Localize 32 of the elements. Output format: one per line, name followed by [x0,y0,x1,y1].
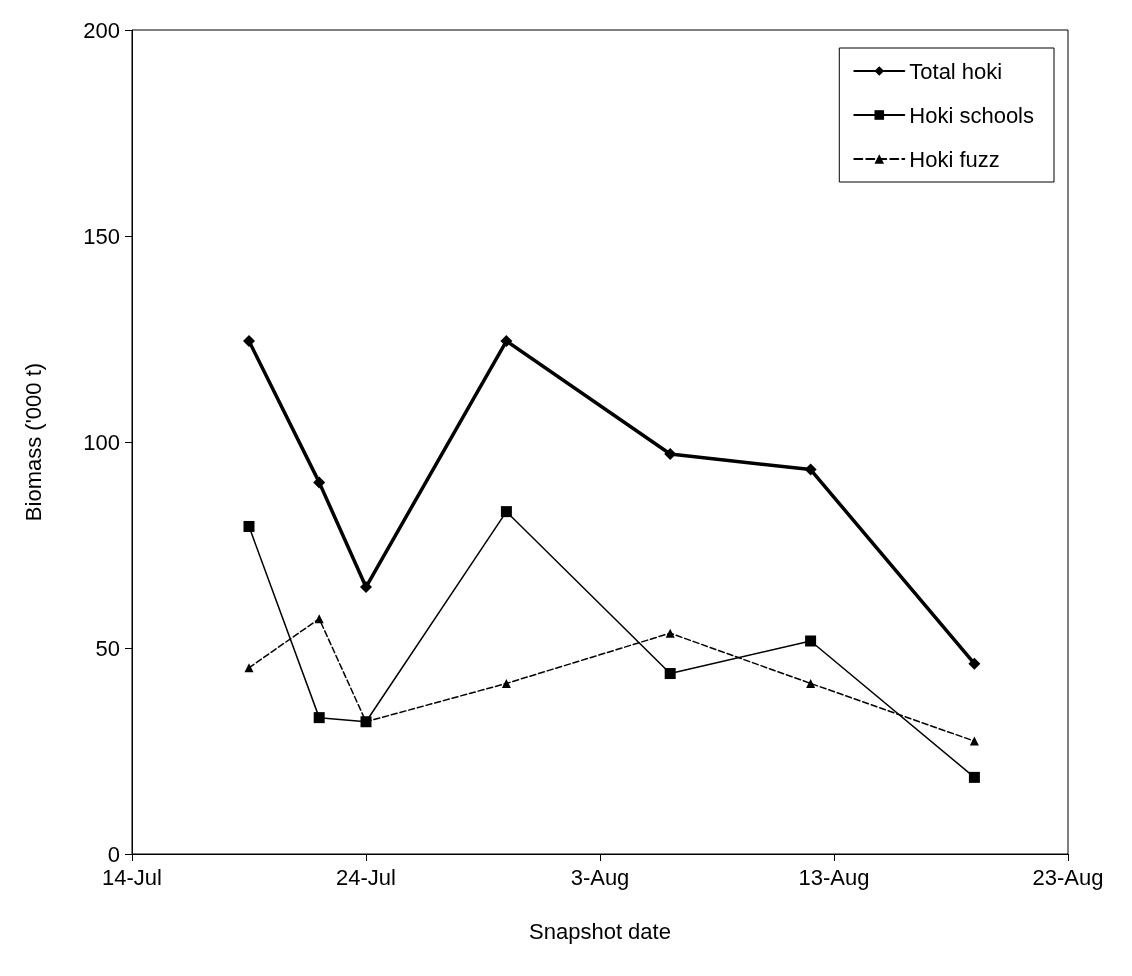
point [313,476,326,489]
point [500,335,513,348]
point [244,663,254,673]
x-axis-title: Snapshot date [529,918,671,944]
legend-label: Hoki schools [909,102,1034,128]
y-axis-title: Biomass ('000 t) [20,362,46,522]
point [360,581,372,594]
x-tick-label: 3-Aug [570,864,630,890]
legend-label: Hoki fuzz [909,146,1000,172]
y-tick-label: 150 [83,223,120,249]
y-tick-label: 200 [83,17,120,43]
point [500,506,512,518]
point [969,736,979,746]
point [665,628,675,638]
x-tick-label: 24-Jul [336,864,396,890]
point [968,771,980,783]
point [243,520,255,532]
x-tick-label: 13-Aug [798,864,870,890]
y-tick-label: 50 [95,635,120,661]
point [968,657,981,670]
point [806,678,816,688]
point [805,635,817,647]
point [243,335,255,348]
x-tick-label: 14-Jul [102,864,162,890]
y-tick-label: 0 [107,841,120,867]
point [313,712,325,724]
y-tick-label: 100 [83,429,120,455]
point [804,463,817,476]
legend-label: Total hoki [909,58,1003,84]
x-tick-label: 23-Aug [1032,864,1104,890]
point [664,668,676,680]
point [501,678,511,688]
